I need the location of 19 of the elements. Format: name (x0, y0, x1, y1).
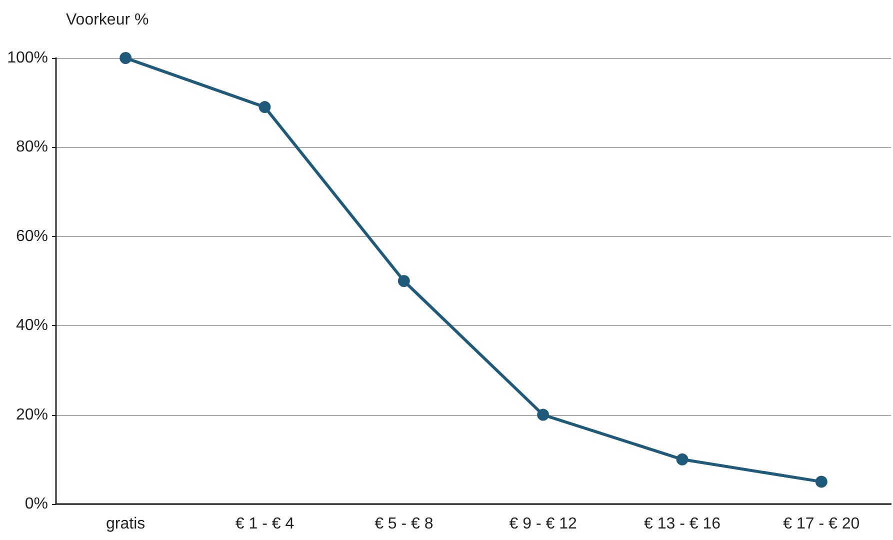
x-tick-label: € 13 - € 16 (644, 516, 721, 532)
x-tick-label: € 5 - € 8 (374, 516, 434, 532)
x-tick-label: gratis (106, 516, 146, 532)
point (258, 101, 271, 114)
point (676, 453, 688, 466)
y-tick-label: 0% (24, 496, 48, 512)
point (815, 476, 828, 488)
y-tick-label: 60% (16, 228, 48, 245)
point (537, 408, 550, 421)
y-tick-label: 20% (16, 406, 48, 424)
y-axis-title: Voorkeur % (66, 12, 149, 28)
y-tick-label: 100% (7, 50, 48, 66)
y-tick-label: 80% (16, 138, 48, 156)
x-tick-label: € 9 - € 12 (509, 516, 577, 532)
x-tick-label: € 17 - € 20 (783, 516, 860, 532)
point (120, 52, 132, 64)
x-tick-label: € 1 - € 4 (235, 516, 294, 532)
point (398, 275, 410, 287)
y-tick-label: 40% (16, 317, 48, 334)
